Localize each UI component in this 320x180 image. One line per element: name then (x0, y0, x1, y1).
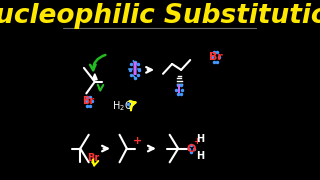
Text: Br: Br (209, 52, 222, 62)
Text: +: + (193, 137, 200, 146)
Text: H: H (196, 134, 204, 144)
Text: Br: Br (87, 153, 100, 163)
Text: +: + (133, 136, 142, 146)
Text: H: H (196, 151, 204, 161)
Text: I: I (177, 85, 181, 94)
Text: I: I (132, 61, 138, 79)
Polygon shape (92, 74, 97, 80)
Text: O: O (187, 143, 196, 154)
Text: Nucleophilic Substitution: Nucleophilic Substitution (0, 3, 320, 29)
Text: Br: Br (83, 96, 95, 106)
Text: H$_2$O: H$_2$O (112, 99, 133, 113)
